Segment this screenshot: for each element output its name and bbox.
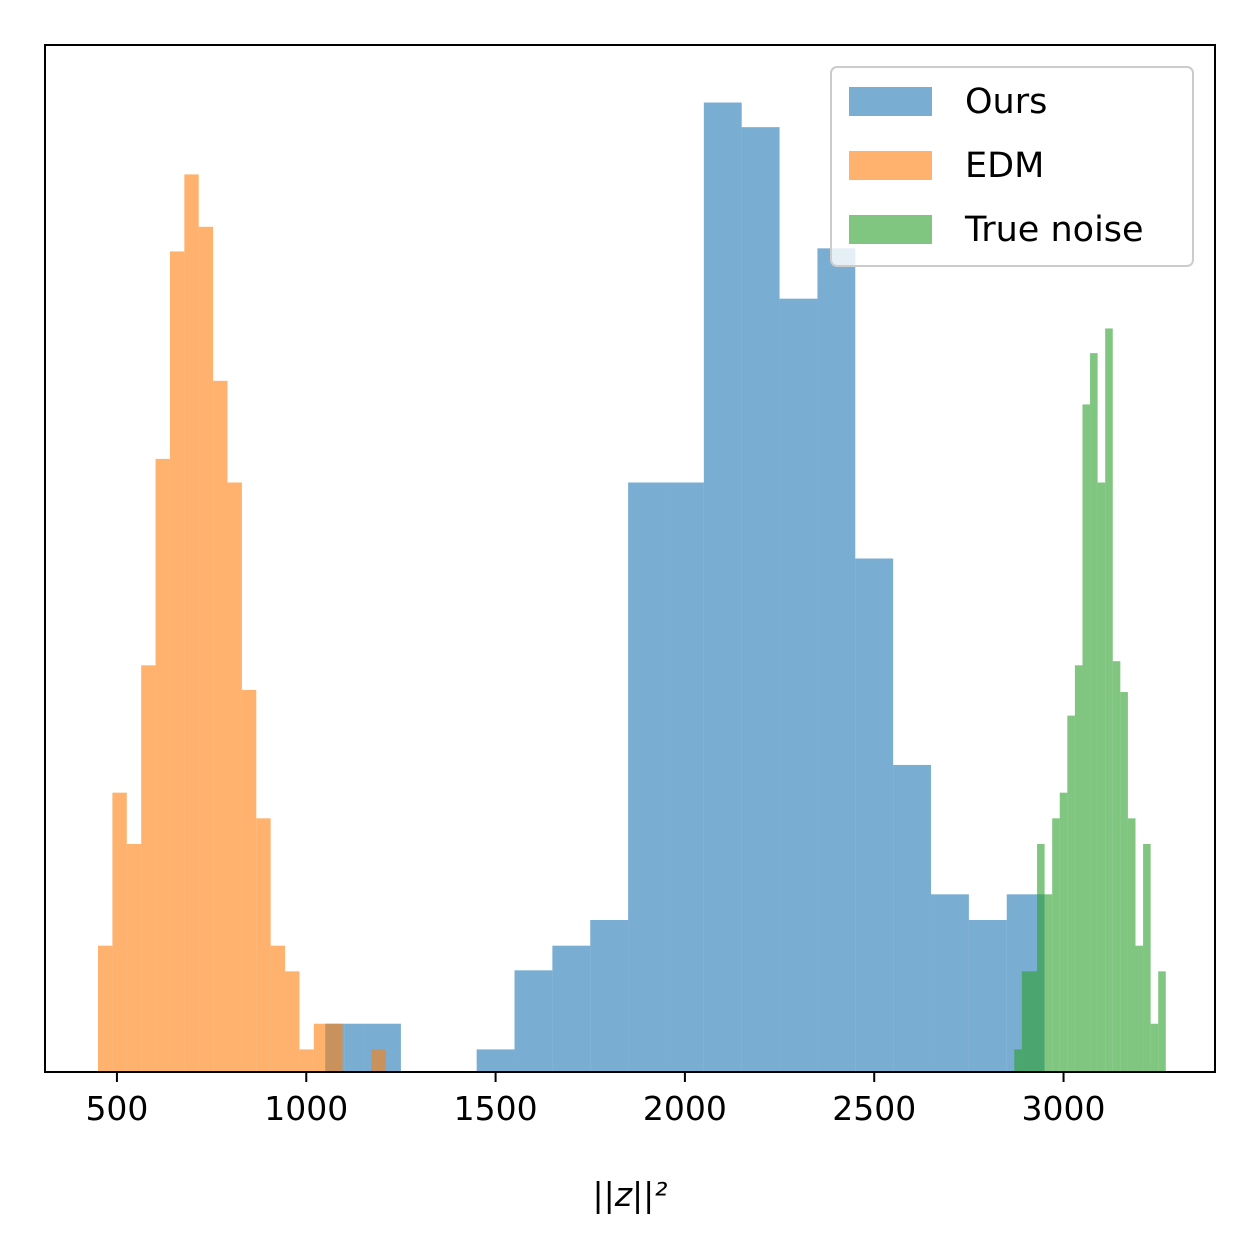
histogram-bar xyxy=(703,102,742,1072)
histogram-bar xyxy=(1082,404,1091,1072)
histogram-bar xyxy=(1067,715,1075,1072)
x-tick-label: 2500 xyxy=(832,1089,916,1128)
histogram-bar xyxy=(1029,971,1038,1072)
histogram-bar xyxy=(241,689,257,1072)
legend-swatch xyxy=(849,87,932,116)
legend: Ours EDM True noise xyxy=(830,66,1194,267)
x-axis-ticks: 500 1000 1500 2000 2500 3000 xyxy=(85,1072,1106,1128)
histogram-bar xyxy=(1059,792,1068,1072)
histogram-bar xyxy=(270,945,286,1072)
histogram-bar xyxy=(1143,844,1151,1072)
legend-swatch xyxy=(849,215,932,244)
histogram-bar xyxy=(1105,328,1113,1072)
histogram-bar xyxy=(1150,1023,1159,1072)
histogram-bar xyxy=(256,818,271,1072)
histogram-bar xyxy=(1052,818,1060,1072)
histogram-bar xyxy=(628,482,666,1072)
histogram-bar xyxy=(1158,971,1166,1072)
histogram-bar xyxy=(1112,661,1121,1072)
histogram-bar xyxy=(126,844,142,1072)
histogram-bar xyxy=(817,248,856,1072)
x-axis-label: ||z||² xyxy=(592,1175,667,1214)
legend-label: True noise xyxy=(964,210,1144,250)
histogram-bar xyxy=(1021,971,1030,1072)
histogram-bar xyxy=(169,251,185,1072)
x-tick-label: 500 xyxy=(85,1089,148,1128)
histogram-bar xyxy=(931,894,969,1072)
histogram-bar xyxy=(285,971,300,1072)
histogram-bar xyxy=(299,1049,314,1072)
histogram-bar xyxy=(1037,844,1045,1072)
histogram-bar xyxy=(1090,353,1098,1073)
histogram-bar xyxy=(1097,482,1106,1072)
histogram-bar xyxy=(184,174,199,1073)
histogram-bar xyxy=(227,482,242,1072)
histogram-bar xyxy=(371,1049,386,1072)
histogram-bar xyxy=(1014,1049,1022,1072)
axes-frame xyxy=(44,44,1216,1073)
histogram-bar xyxy=(741,127,780,1072)
histogram-bar xyxy=(552,945,591,1072)
histogram-bar xyxy=(779,298,818,1072)
series-edm xyxy=(98,174,386,1073)
histogram-bar xyxy=(155,458,170,1073)
histogram-bar xyxy=(1120,692,1128,1072)
x-tick-label: 3000 xyxy=(1022,1089,1106,1128)
legend-label: EDM xyxy=(965,146,1044,186)
histogram-bar xyxy=(198,226,214,1073)
histogram-bar xyxy=(344,1023,364,1072)
histogram-bar xyxy=(855,558,894,1072)
histogram-bar xyxy=(381,1023,401,1072)
histogram-bar xyxy=(141,665,156,1072)
histogram-bar xyxy=(590,920,629,1072)
histogram-bar xyxy=(328,1023,343,1072)
histogram-bar xyxy=(213,380,228,1073)
histogram-bar xyxy=(665,482,704,1072)
histogram-bar xyxy=(514,970,553,1072)
x-tick-label: 1500 xyxy=(454,1089,538,1128)
histogram-bar xyxy=(98,945,113,1072)
series-ours xyxy=(325,102,1045,1072)
histogram-bar xyxy=(1044,894,1053,1072)
histogram-bar xyxy=(112,792,127,1072)
histogram-bar xyxy=(1135,945,1144,1072)
histogram-bar xyxy=(893,764,932,1072)
histogram-bar xyxy=(476,1049,515,1072)
histogram-bars xyxy=(98,102,1166,1073)
histogram-bar xyxy=(1074,665,1083,1072)
histogram-bar xyxy=(313,1023,329,1072)
x-tick-label: 2000 xyxy=(643,1089,727,1128)
x-tick-label: 1000 xyxy=(264,1089,348,1128)
histogram-bar xyxy=(1127,818,1136,1072)
series-true-noise xyxy=(1014,328,1166,1073)
legend-label: Ours xyxy=(965,82,1047,122)
legend-swatch xyxy=(849,151,932,180)
histogram-bar xyxy=(968,920,1007,1072)
